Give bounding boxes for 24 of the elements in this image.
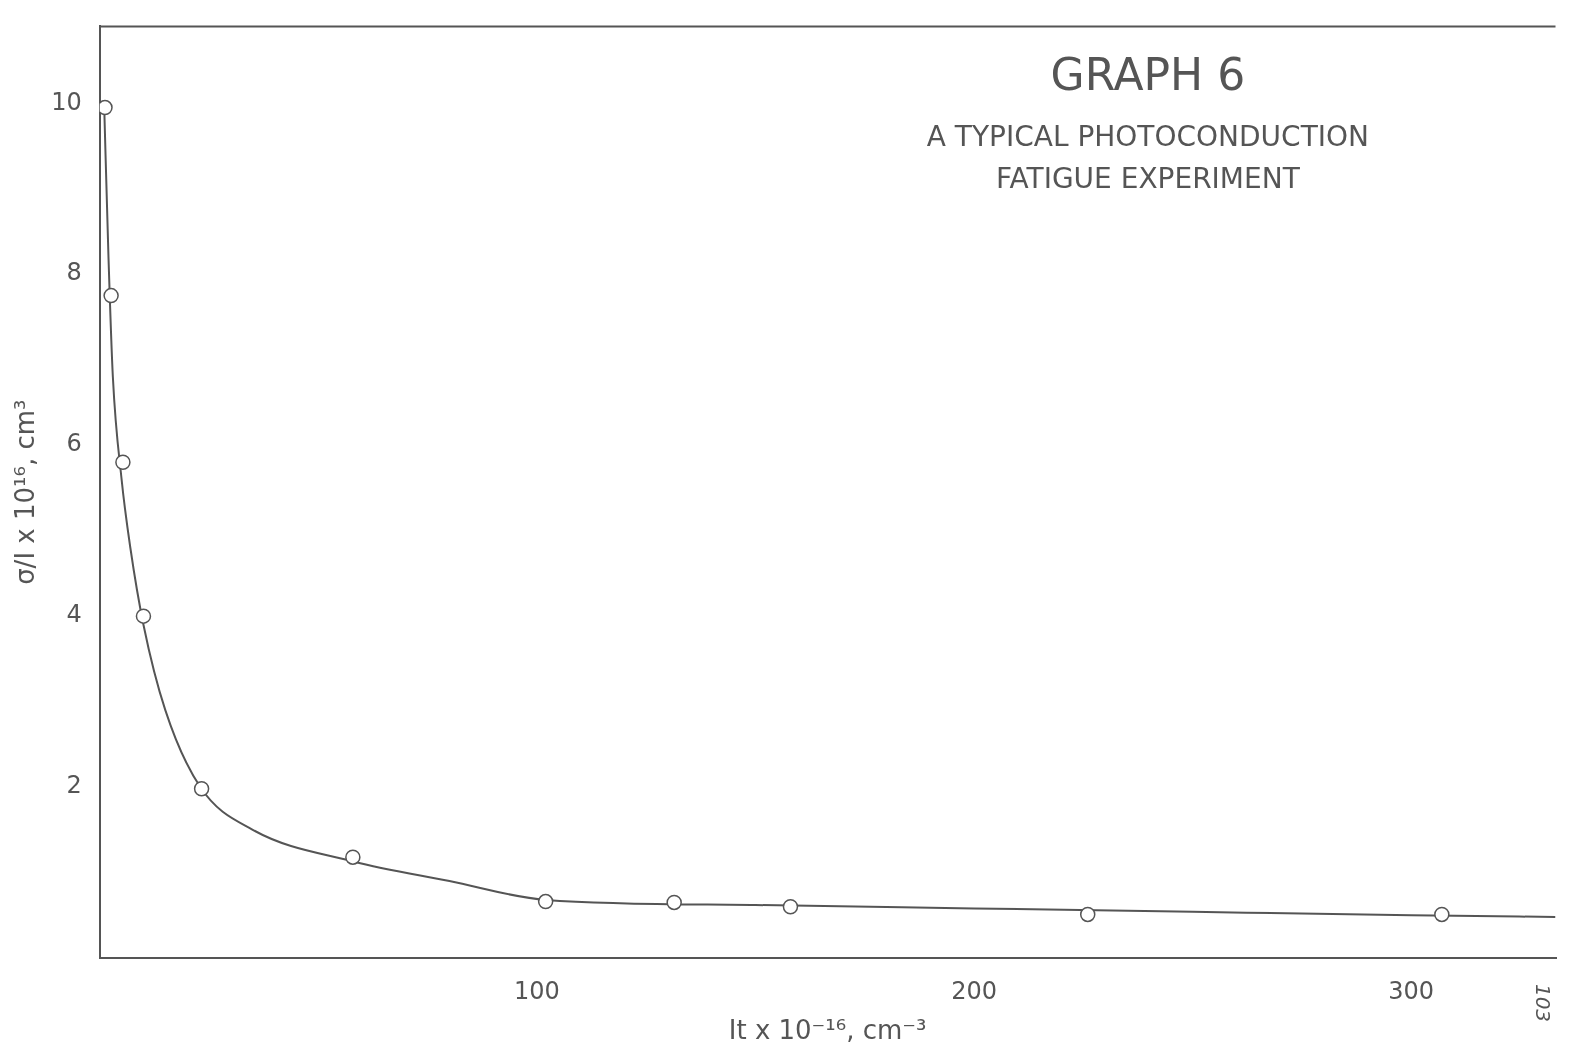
x-tick-label: 200	[951, 976, 997, 1005]
point	[1434, 906, 1450, 923]
point	[115, 454, 131, 471]
point	[666, 894, 682, 911]
x-tick-label: 300	[1388, 976, 1435, 1005]
point	[345, 849, 361, 865]
point	[1079, 906, 1096, 923]
point	[103, 287, 119, 304]
text: 103	[1531, 983, 1556, 1023]
point	[135, 608, 152, 624]
y-axis-title: σ/I x 10¹⁶, cm³	[10, 399, 41, 585]
point	[99, 99, 113, 116]
y-tick-label: 6	[66, 429, 82, 458]
point	[537, 893, 554, 910]
x-axis-title: It x 10⁻¹⁶, cm⁻³	[728, 1015, 927, 1046]
text: A TYPICAL PHOTOCONDUCTION FATIGUE EXPERIMENT	[926, 119, 1369, 195]
y-tick-label: 10	[51, 87, 82, 116]
y-tick-label: 8	[66, 258, 82, 287]
x-tick-label: 100	[514, 976, 560, 1005]
point	[193, 781, 210, 797]
y-tick-label: 4	[66, 600, 82, 629]
point	[782, 898, 799, 915]
y-tick-label: 2	[66, 771, 82, 800]
text: GRAPH 6	[1050, 48, 1246, 100]
